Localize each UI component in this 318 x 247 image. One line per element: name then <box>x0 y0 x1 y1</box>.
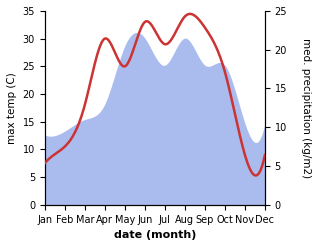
Y-axis label: med. precipitation (kg/m2): med. precipitation (kg/m2) <box>301 38 311 178</box>
Y-axis label: max temp (C): max temp (C) <box>7 72 17 144</box>
X-axis label: date (month): date (month) <box>114 230 196 240</box>
